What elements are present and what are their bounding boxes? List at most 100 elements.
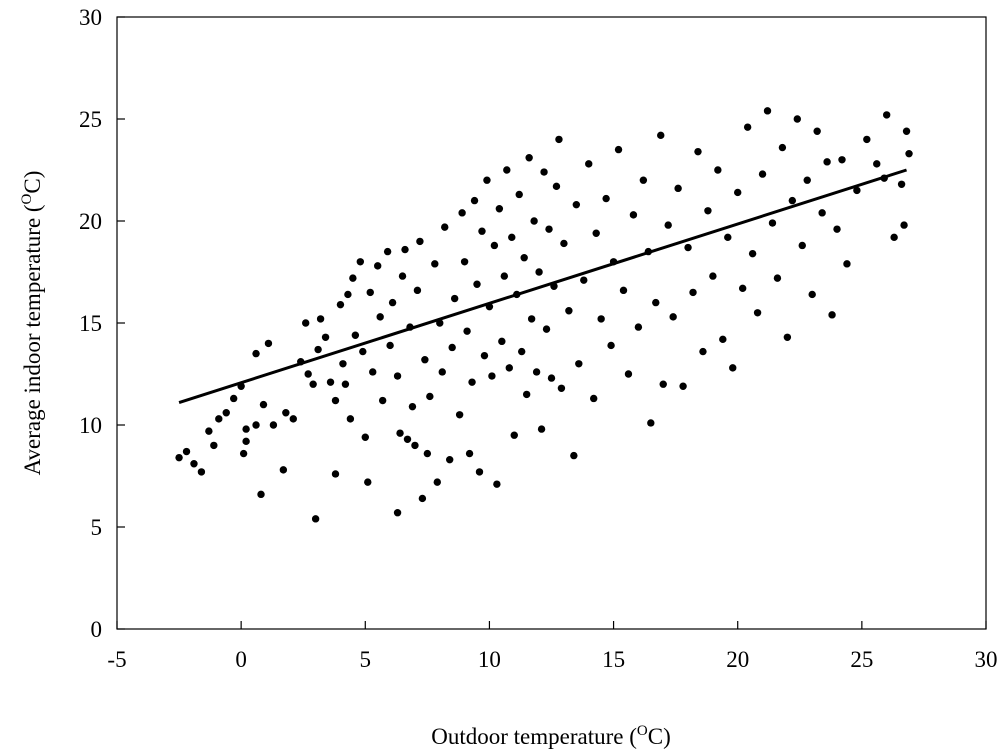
data-point xyxy=(560,239,568,248)
x-tick-label: 0 xyxy=(235,647,247,672)
data-point xyxy=(450,294,459,303)
data-point xyxy=(431,260,439,268)
data-point xyxy=(480,351,489,360)
data-point xyxy=(778,143,787,152)
data-point xyxy=(311,515,320,523)
data-point xyxy=(557,384,566,392)
data-point xyxy=(500,272,509,280)
data-point xyxy=(902,127,911,135)
y-axis: 0 5 10 15 20 25 30 xyxy=(79,5,125,642)
data-point xyxy=(719,335,727,344)
data-point xyxy=(222,409,230,417)
data-point xyxy=(378,396,387,405)
data-point xyxy=(734,188,742,197)
data-point xyxy=(803,176,811,184)
data-point xyxy=(493,480,501,488)
y-tick-label: 20 xyxy=(79,209,102,234)
data-point xyxy=(416,237,424,246)
data-point xyxy=(527,315,536,323)
y-axis-title-prefix: Average indoor temperature ( xyxy=(20,204,45,475)
y-axis-title-suffix: C) xyxy=(20,171,45,194)
data-point xyxy=(555,135,563,144)
data-point xyxy=(669,313,677,321)
data-point xyxy=(828,311,836,319)
data-point xyxy=(684,243,692,252)
data-point xyxy=(289,415,297,423)
data-point xyxy=(403,435,412,443)
data-point xyxy=(592,229,600,237)
data-point xyxy=(388,298,397,307)
data-point xyxy=(647,419,655,427)
data-point xyxy=(659,380,667,388)
data-point xyxy=(518,347,526,356)
data-point xyxy=(704,207,712,215)
data-point xyxy=(585,160,593,168)
y-tick-label: 5 xyxy=(91,515,103,540)
data-point xyxy=(532,368,541,376)
data-point xyxy=(458,209,466,217)
data-point xyxy=(418,494,427,503)
x-tick-label: 15 xyxy=(602,647,625,672)
data-point xyxy=(743,123,752,131)
data-point xyxy=(386,341,394,350)
data-point xyxy=(890,233,898,242)
data-point xyxy=(465,449,474,458)
data-point xyxy=(863,135,871,144)
x-tick-label: 20 xyxy=(726,647,749,672)
data-point xyxy=(473,280,481,288)
y-axis-title-sup: O xyxy=(19,193,35,204)
data-point xyxy=(242,425,250,433)
data-point xyxy=(530,217,538,225)
data-point xyxy=(398,272,407,280)
data-points xyxy=(175,107,913,523)
x-tick-label: 5 xyxy=(360,647,372,672)
data-point xyxy=(699,347,707,356)
data-point xyxy=(597,315,605,323)
data-point xyxy=(446,455,454,464)
data-point xyxy=(657,131,665,140)
data-point xyxy=(515,190,523,199)
data-point xyxy=(190,460,198,468)
data-point xyxy=(441,223,449,231)
y-tick-label: 15 xyxy=(79,311,102,336)
data-point xyxy=(426,392,434,401)
data-point xyxy=(768,219,777,227)
data-point xyxy=(344,290,352,299)
data-point xyxy=(758,170,767,178)
data-point xyxy=(314,345,322,354)
data-point xyxy=(674,184,682,193)
data-point xyxy=(455,411,464,419)
data-point xyxy=(602,194,610,203)
data-point xyxy=(897,180,906,188)
data-point xyxy=(664,221,672,229)
data-point xyxy=(639,176,648,184)
data-point xyxy=(331,396,340,405)
data-point xyxy=(460,258,469,266)
data-point xyxy=(753,309,762,317)
data-point xyxy=(316,315,325,323)
x-axis-title: Outdoor temperature (OC) xyxy=(431,723,671,749)
y-axis-title: Average indoor temperature (OC) xyxy=(19,171,45,476)
y-tick-label: 0 xyxy=(91,617,103,642)
data-point xyxy=(423,449,432,458)
data-point xyxy=(873,160,881,168)
data-point xyxy=(729,364,737,372)
data-point xyxy=(376,313,384,321)
y-tick-label: 30 xyxy=(79,5,102,30)
data-point xyxy=(788,196,797,205)
data-point xyxy=(339,360,347,368)
data-point xyxy=(488,372,496,380)
data-point xyxy=(833,225,841,233)
data-point xyxy=(652,298,660,307)
x-tick-label: -5 xyxy=(107,647,126,672)
data-point xyxy=(773,274,782,282)
data-point xyxy=(433,478,441,486)
data-point xyxy=(215,415,223,423)
data-point xyxy=(252,349,260,358)
data-point xyxy=(304,370,312,378)
data-point xyxy=(522,390,531,399)
data-point xyxy=(838,156,846,164)
data-point xyxy=(413,286,422,295)
data-point xyxy=(331,470,340,478)
data-point xyxy=(374,262,382,270)
